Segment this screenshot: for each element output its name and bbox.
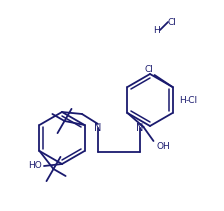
Text: Cl: Cl bbox=[168, 18, 177, 27]
Text: OH: OH bbox=[157, 142, 170, 151]
Text: -Cl: -Cl bbox=[186, 96, 198, 104]
Text: H: H bbox=[153, 26, 160, 35]
Text: N: N bbox=[136, 123, 144, 133]
Text: H: H bbox=[179, 96, 186, 104]
Text: HO: HO bbox=[28, 161, 42, 170]
Text: N: N bbox=[94, 123, 102, 133]
Text: Cl: Cl bbox=[145, 65, 153, 74]
